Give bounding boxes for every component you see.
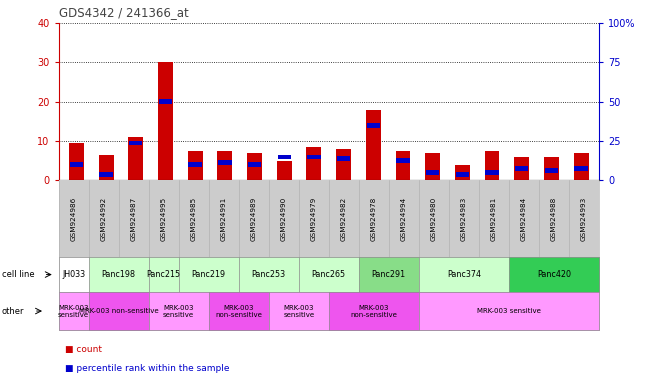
Bar bbox=[70, 162, 83, 167]
Text: GSM924990: GSM924990 bbox=[281, 197, 286, 241]
Text: Panc291: Panc291 bbox=[372, 270, 406, 279]
Text: Panc265: Panc265 bbox=[312, 270, 346, 279]
Text: Panc215: Panc215 bbox=[146, 270, 181, 279]
Bar bbox=[337, 156, 350, 161]
Bar bbox=[367, 123, 380, 128]
Bar bbox=[217, 151, 232, 180]
Bar bbox=[99, 155, 113, 180]
Bar bbox=[574, 166, 588, 171]
Text: Panc219: Panc219 bbox=[191, 270, 226, 279]
Bar bbox=[545, 168, 558, 173]
Text: ■ count: ■ count bbox=[65, 345, 102, 354]
Text: GDS4342 / 241366_at: GDS4342 / 241366_at bbox=[59, 6, 188, 19]
Text: MRK-003
non-sensitive: MRK-003 non-sensitive bbox=[350, 305, 397, 318]
Text: MRK-003
sensitive: MRK-003 sensitive bbox=[283, 305, 314, 318]
Bar bbox=[128, 137, 143, 180]
Bar bbox=[307, 147, 322, 180]
Text: GSM924992: GSM924992 bbox=[101, 197, 107, 241]
Bar bbox=[366, 109, 381, 180]
Bar bbox=[159, 99, 172, 104]
Text: other: other bbox=[2, 306, 25, 316]
Text: JH033: JH033 bbox=[62, 270, 85, 279]
Bar bbox=[187, 151, 202, 180]
Text: Panc374: Panc374 bbox=[447, 270, 481, 279]
Bar bbox=[396, 151, 410, 180]
Text: GSM924986: GSM924986 bbox=[70, 197, 77, 241]
Text: GSM924987: GSM924987 bbox=[131, 197, 137, 241]
Text: GSM924982: GSM924982 bbox=[340, 197, 347, 241]
Bar bbox=[544, 157, 559, 180]
Text: GSM924984: GSM924984 bbox=[521, 197, 527, 241]
Text: MRK-003
non-sensitive: MRK-003 non-sensitive bbox=[215, 305, 262, 318]
Text: MRK-003
sensitive: MRK-003 sensitive bbox=[58, 305, 89, 318]
Text: GSM924991: GSM924991 bbox=[221, 197, 227, 241]
Text: Panc253: Panc253 bbox=[252, 270, 286, 279]
Bar bbox=[426, 170, 439, 175]
Text: GSM924983: GSM924983 bbox=[461, 197, 467, 241]
Text: GSM924978: GSM924978 bbox=[371, 197, 377, 241]
Bar bbox=[514, 157, 529, 180]
Bar bbox=[456, 172, 469, 177]
Text: GSM924979: GSM924979 bbox=[311, 197, 317, 241]
Text: MRK-003 sensitive: MRK-003 sensitive bbox=[477, 308, 541, 314]
Text: ■ percentile rank within the sample: ■ percentile rank within the sample bbox=[65, 364, 230, 373]
Text: GSM924980: GSM924980 bbox=[431, 197, 437, 241]
Bar bbox=[515, 166, 529, 171]
Bar bbox=[486, 170, 499, 175]
Text: GSM924995: GSM924995 bbox=[161, 197, 167, 241]
Text: MRK-003
sensitive: MRK-003 sensitive bbox=[163, 305, 194, 318]
Bar bbox=[277, 161, 292, 180]
Bar bbox=[248, 162, 261, 167]
Bar bbox=[277, 154, 291, 159]
Text: GSM924994: GSM924994 bbox=[401, 197, 407, 241]
Bar bbox=[484, 151, 499, 180]
Bar bbox=[218, 161, 232, 165]
Bar bbox=[189, 162, 202, 167]
Bar bbox=[247, 153, 262, 180]
Text: GSM924981: GSM924981 bbox=[491, 197, 497, 241]
Text: MRK-003 non-sensitive: MRK-003 non-sensitive bbox=[79, 308, 158, 314]
Text: GSM924989: GSM924989 bbox=[251, 197, 256, 241]
Text: Panc198: Panc198 bbox=[102, 270, 135, 279]
Bar bbox=[336, 149, 351, 180]
Bar bbox=[158, 62, 173, 180]
Bar bbox=[307, 154, 320, 159]
Bar bbox=[69, 143, 84, 180]
Bar bbox=[455, 165, 470, 180]
Text: GSM924993: GSM924993 bbox=[581, 197, 587, 241]
Text: cell line: cell line bbox=[2, 270, 35, 279]
Text: GSM924988: GSM924988 bbox=[551, 197, 557, 241]
Bar bbox=[574, 153, 589, 180]
Bar bbox=[396, 159, 409, 163]
Bar bbox=[425, 153, 440, 180]
Bar bbox=[100, 172, 113, 177]
Bar bbox=[129, 141, 143, 146]
Text: GSM924985: GSM924985 bbox=[191, 197, 197, 241]
Text: Panc420: Panc420 bbox=[537, 270, 571, 279]
